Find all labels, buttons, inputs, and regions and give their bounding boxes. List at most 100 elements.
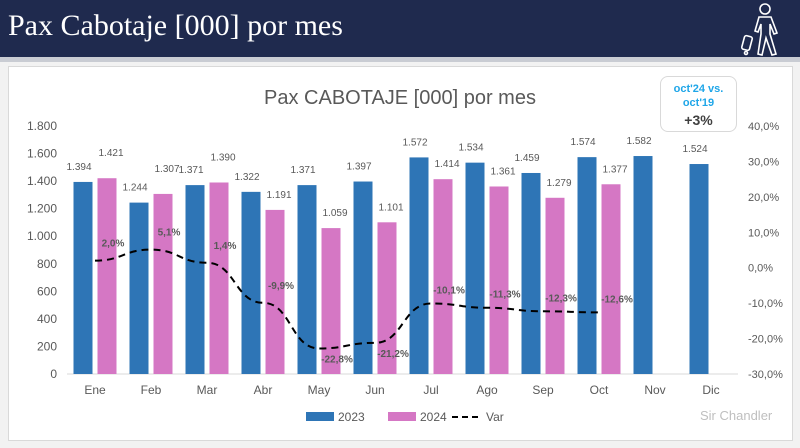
data-label-2023: 1.322 [234,172,259,183]
var-data-label: -12,3% [545,293,577,304]
y-tick-label: 400 [37,312,57,326]
data-label-2024: 1.279 [546,178,571,189]
x-tick-label: Mar [197,383,218,397]
var-data-label: -9,9% [268,281,294,292]
bar-2023 [577,157,597,374]
y-tick-label: 800 [37,257,57,271]
legend-label-2024: 2024 [420,410,447,424]
var-data-label: 5,1% [158,228,181,239]
data-label-2023: 1.371 [290,165,315,176]
data-label-2023: 1.572 [402,137,427,148]
x-tick-label: Oct [590,383,609,397]
y-tick-label: 1.800 [27,119,57,133]
var-line [94,248,600,350]
data-label-2024: 1.059 [322,208,347,219]
page-title: Pax Cabotaje [000] por mes [8,9,343,42]
y2-tick-label: -20,0% [748,334,783,346]
x-tick-label: Feb [141,383,162,397]
var-data-label: 2,0% [102,239,125,250]
y2-tick-label: 20,0% [748,192,779,204]
data-label-2023: 1.459 [514,153,539,164]
bar-2023 [689,164,709,374]
bar-2024 [601,184,621,374]
var-data-label: -10,1% [433,285,465,296]
y2-tick-label: -10,0% [748,298,783,310]
data-label-2023: 1.534 [458,143,483,154]
data-label-2023: 1.371 [178,165,203,176]
bar-2023 [353,181,373,374]
var-data-label: -12,6% [601,294,633,305]
x-tick-label: Jun [365,383,384,397]
x-tick-label: Ago [476,383,498,397]
badge-line1: oct'24 vs. [673,83,724,95]
data-label-2024: 1.361 [490,166,515,177]
bar-2023 [465,162,485,374]
bar-2023 [129,202,149,374]
data-label-2023: 1.582 [626,136,651,147]
var-data-label: -21,2% [377,349,409,360]
data-label-2024: 1.421 [98,148,123,159]
y-tick-label: 1.000 [27,229,57,243]
bar-2023 [409,157,429,374]
bar-2024 [321,228,341,374]
traveler-with-suitcase-icon [740,3,779,56]
x-tick-label: Jul [423,383,438,397]
y2-tick-label: 40,0% [748,121,779,133]
var-data-label: -11,3% [489,290,520,301]
data-label-2023: 1.244 [122,183,147,194]
y-tick-label: 1.400 [27,174,57,188]
bar-2024 [545,197,565,374]
bar-2024 [153,193,173,374]
y2-tick-label: -30,0% [748,369,783,381]
var-data-label: 1,4% [214,241,237,252]
bar-2024 [489,186,509,374]
data-label-2023: 1.524 [682,144,707,155]
y-tick-label: 600 [37,284,57,298]
comparison-badge: oct'24 vs. oct'19 +3% [660,76,737,132]
bar-2023 [521,172,541,374]
bar-2023 [73,181,93,374]
bar-2023 [185,185,205,374]
chart-title: Pax CABOTAJE [000] por mes [264,87,536,109]
badge-value: +3% [684,112,713,128]
x-tick-label: Nov [644,383,665,397]
bar-2023 [241,191,261,374]
legend-label-Var: Var [486,410,504,424]
y-tick-label: 200 [37,339,57,353]
y2-tick-label: 0,0% [748,263,773,275]
data-label-2023: 1.574 [570,137,595,148]
bar-2024 [97,178,117,374]
legend-swatch-2024 [388,412,416,421]
data-label-2024: 1.191 [266,190,291,201]
data-label-2024: 1.307 [154,164,179,175]
data-label-2024: 1.390 [210,152,235,163]
bar-2024 [209,182,229,374]
x-tick-label: Ene [84,383,106,397]
bar-2023 [297,185,317,374]
x-tick-label: Sep [532,383,554,397]
legend-swatch-2023 [306,412,334,421]
legend-label-2023: 2023 [338,410,365,424]
data-label-2024: 1.377 [602,164,627,175]
x-tick-label: Dic [702,383,719,397]
data-label-2023: 1.397 [346,162,371,173]
data-label-2024: 1.101 [378,202,403,213]
y2-tick-label: 30,0% [748,156,779,168]
data-label-2024: 1.414 [434,159,459,170]
x-tick-label: Abr [254,383,273,397]
y2-tick-label: 10,0% [748,227,779,239]
badge-line2: oct'19 [682,97,715,109]
y-tick-label: 1.600 [27,147,57,161]
header-bar [0,0,800,57]
y-tick-label: 0 [50,367,57,381]
y-tick-label: 1.200 [27,202,57,216]
data-label-2023: 1.394 [66,162,91,173]
watermark: Sir Chandler [700,408,773,423]
var-data-label: -22,8% [321,354,353,365]
bar-2024 [433,179,453,374]
x-tick-label: May [308,383,331,397]
bar-2024 [265,209,285,374]
bar-2023 [633,156,653,374]
header-divider [0,57,800,62]
